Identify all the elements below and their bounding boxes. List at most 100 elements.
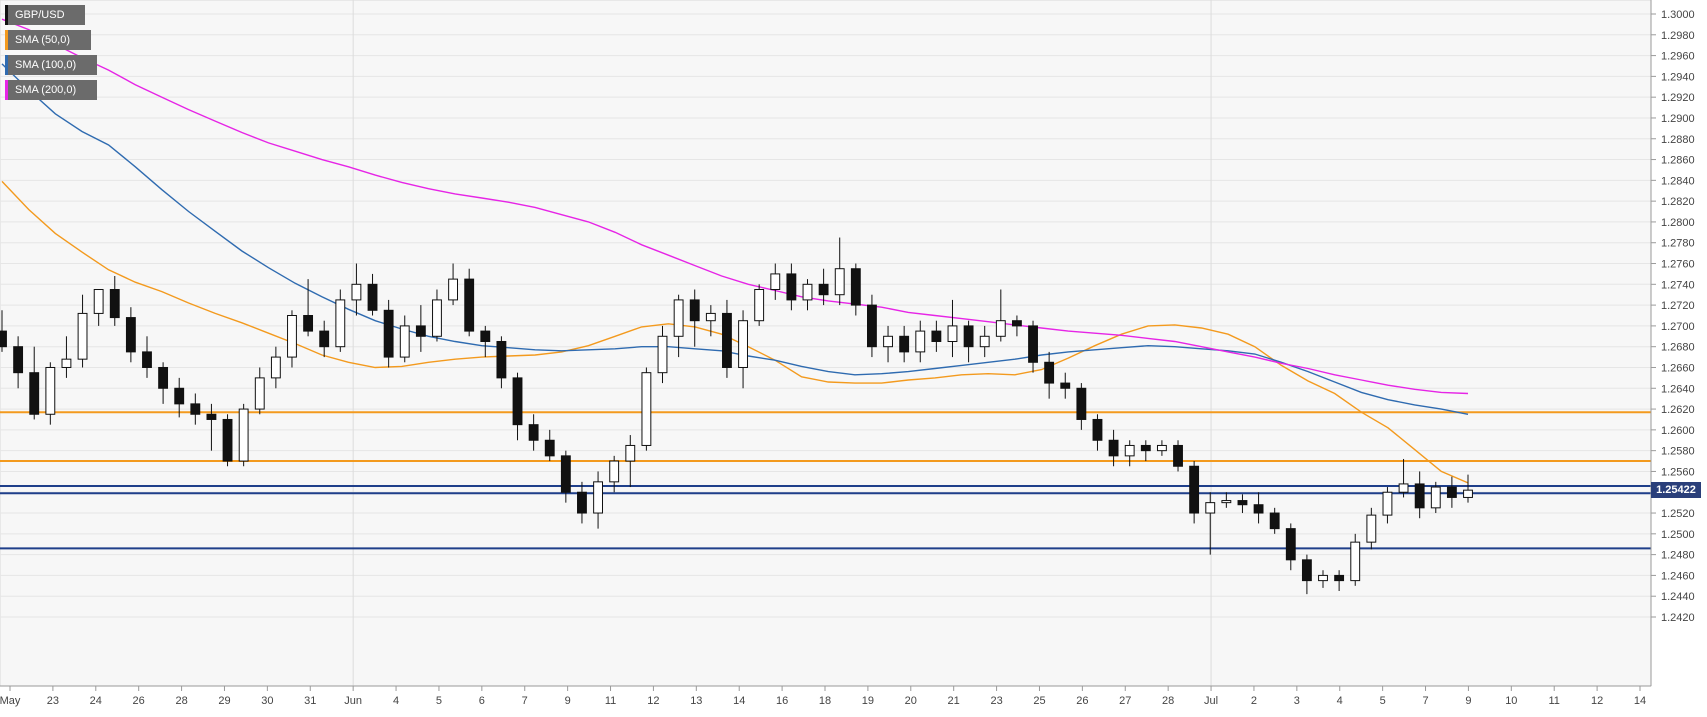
candle-body xyxy=(1285,528,1296,561)
candle-body xyxy=(1430,486,1441,509)
legend-swatch xyxy=(5,80,8,100)
candle-body xyxy=(593,481,603,514)
candle-body xyxy=(995,320,1006,337)
candle-body xyxy=(560,455,571,493)
x-tick-label: 4 xyxy=(393,695,399,707)
legend-sma200[interactable]: SMA (200,0) xyxy=(5,80,97,100)
candle xyxy=(1108,429,1119,467)
candle xyxy=(625,435,636,488)
candle xyxy=(560,450,571,503)
candle-body xyxy=(818,283,829,296)
x-axis: May 23 24 26 28 29 30 31 Jun 4 5 6 7 9 11 12 13 14 16 18 19 2… xyxy=(0,685,1651,707)
y-tick-label: 1.2720 xyxy=(1661,300,1695,312)
candle xyxy=(1237,494,1248,514)
candle-body xyxy=(1044,361,1055,384)
candle xyxy=(1060,372,1071,399)
candle-body xyxy=(480,330,491,342)
candle-body xyxy=(850,268,861,306)
candle xyxy=(319,320,330,358)
y-tick-label: 1.2620 xyxy=(1661,404,1695,416)
candle-body xyxy=(963,325,974,348)
legend-symbol[interactable]: GBP/USD xyxy=(5,5,85,25)
candle-body xyxy=(1189,465,1200,514)
candle-body xyxy=(673,299,684,337)
candle-body xyxy=(689,299,700,322)
x-tick-label: 27 xyxy=(1119,695,1131,707)
candle-body xyxy=(657,335,668,374)
candle xyxy=(351,263,362,316)
x-tick-label: 5 xyxy=(436,695,442,707)
candle-body xyxy=(1173,444,1183,467)
candle-body xyxy=(915,330,926,353)
y-tick-label: 1.2920 xyxy=(1661,92,1695,104)
candle xyxy=(0,310,7,352)
candle xyxy=(287,310,297,368)
candle-body xyxy=(174,387,185,405)
legend-symbol-label: GBP/USD xyxy=(15,9,65,21)
candle xyxy=(544,429,555,462)
candle-body xyxy=(1463,489,1473,498)
legend-swatch xyxy=(5,30,8,50)
x-tick-label: 11 xyxy=(605,695,616,707)
candle-body xyxy=(625,444,636,462)
y-axis: 1.3000 1.2980 1.2960 1.2940 1.2920 1.2900 1.28… xyxy=(1650,0,1695,686)
candle-body xyxy=(1237,500,1248,506)
candle xyxy=(641,367,652,451)
legend-sma50[interactable]: SMA (50,0) xyxy=(5,30,91,50)
candle-body xyxy=(206,413,217,420)
candle-body xyxy=(77,312,88,360)
candle-body xyxy=(577,491,587,514)
y-tick-label: 1.2700 xyxy=(1661,321,1695,333)
sma-line xyxy=(1,18,1469,395)
candle xyxy=(770,263,781,300)
candle-body xyxy=(641,372,652,446)
x-tick-label: 2 xyxy=(1251,695,1257,707)
candle xyxy=(1269,507,1280,534)
y-tick-label: 1.2800 xyxy=(1661,217,1695,229)
candle xyxy=(222,414,233,467)
candle xyxy=(29,346,40,420)
x-tick-label: 25 xyxy=(1033,695,1045,707)
candle xyxy=(867,294,877,358)
candle-body xyxy=(190,403,201,415)
x-tick-label: 23 xyxy=(990,695,1002,707)
candle-body xyxy=(399,325,410,358)
candle xyxy=(899,325,910,363)
last-price-tag: 1.25422 xyxy=(1651,482,1701,498)
candle-body xyxy=(1398,483,1409,493)
candle-body xyxy=(1350,541,1361,582)
legend-sma200-label: SMA (200,0) xyxy=(15,84,77,96)
legend-sma100[interactable]: SMA (100,0) xyxy=(5,55,97,75)
candle-body xyxy=(1446,486,1457,498)
candle-body xyxy=(45,366,56,415)
candle-body xyxy=(109,289,120,319)
y-tick-label: 1.2760 xyxy=(1661,259,1695,271)
candle xyxy=(206,403,217,451)
horizontal-levels xyxy=(0,411,1651,550)
candle-body xyxy=(93,289,104,314)
x-tick-label: 18 xyxy=(819,695,831,707)
candle xyxy=(850,263,861,316)
candle-body xyxy=(1366,514,1377,543)
legend-swatch xyxy=(5,55,8,75)
candle-body xyxy=(1028,325,1038,363)
candle-body xyxy=(947,325,958,342)
candle xyxy=(238,403,249,467)
candle xyxy=(432,289,442,342)
candle xyxy=(963,320,974,363)
candle-body xyxy=(238,408,249,462)
y-tick-label: 1.2580 xyxy=(1661,446,1695,458)
candle-body xyxy=(754,289,765,322)
y-tick-label: 1.2420 xyxy=(1661,612,1695,624)
candle-body xyxy=(899,335,910,353)
x-tick-label: 16 xyxy=(776,695,788,707)
candle xyxy=(77,294,88,368)
candle xyxy=(722,299,732,378)
candle-body xyxy=(1221,500,1232,504)
x-tick-label: 9 xyxy=(565,695,571,707)
y-tick-label: 1.2980 xyxy=(1661,30,1695,42)
x-tick-label: Jun xyxy=(344,695,362,707)
x-tick-label: 24 xyxy=(90,695,102,707)
candle xyxy=(947,299,958,358)
candle-body xyxy=(1108,439,1119,457)
